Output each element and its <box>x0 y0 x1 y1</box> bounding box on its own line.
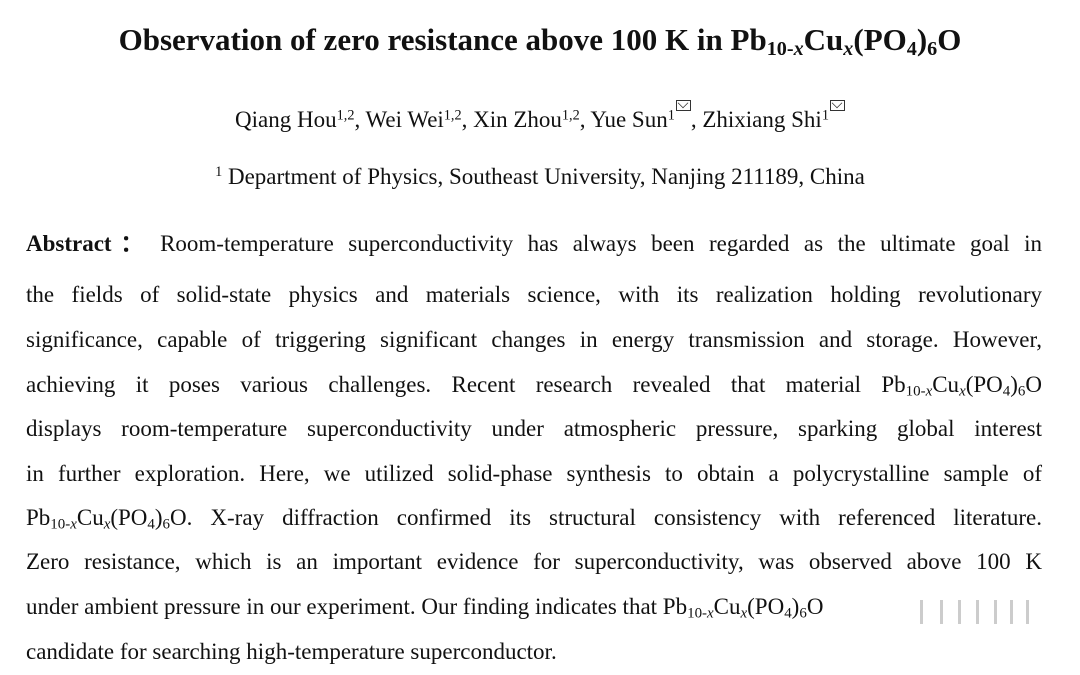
title-text: Observation of zero resistance above 100… <box>118 22 767 57</box>
formula-sub: x <box>959 383 966 400</box>
author: , Yue Sun <box>579 107 668 133</box>
abstract-text: the fields of solid-state physics and ma… <box>26 282 1042 307</box>
title-sub: 4 <box>906 38 917 61</box>
formula-text: (PO <box>110 505 148 530</box>
abstract-text: significance, capable of triggering sign… <box>26 327 1042 352</box>
affil-mark: 1,2 <box>443 107 462 124</box>
formula-sub: 6 <box>162 516 171 533</box>
abstract-text: Room-temperature superconductivity has a… <box>160 231 1042 256</box>
paper-title: Observation of zero resistance above 100… <box>0 22 1080 61</box>
title-text: Cu <box>803 22 844 57</box>
formula-sub: 4 <box>147 516 155 533</box>
author: , Xin Zhou <box>461 107 562 133</box>
affil-mark: 1 <box>215 164 223 181</box>
formula-text: O <box>806 594 824 619</box>
abstract-line: under ambient pressure in our experiment… <box>26 592 1042 622</box>
abstract-line: Zero resistance, which is an important e… <box>26 547 1042 577</box>
abstract-text: O. X-ray diffraction confirmed its struc… <box>170 505 1042 530</box>
email-icon <box>829 100 845 111</box>
abstract-line: displays room-temperature superconductiv… <box>26 414 1042 444</box>
formula-sub: 10- <box>687 605 708 622</box>
abstract-text: under ambient pressure in our experiment… <box>26 594 688 619</box>
formula-sub: 4 <box>784 605 792 622</box>
title-text: O <box>937 22 962 57</box>
abstract-label: Abstract： <box>26 231 153 256</box>
author: , Wei Wei <box>354 107 444 133</box>
formula-sub: x <box>103 516 111 533</box>
title-sub: 6 <box>927 38 938 61</box>
formula-sub: 6 <box>1017 383 1026 400</box>
abstract-line: achieving it poses various challenges. R… <box>26 370 1042 400</box>
author: , Zhixiang Shi <box>690 107 822 133</box>
formula-text: ) <box>1010 372 1018 397</box>
formula-text: (PO <box>965 372 1003 397</box>
affiliation-text: Department of Physics, Southeast Univers… <box>227 164 865 189</box>
formula-sub: x <box>707 605 714 622</box>
authors: Qiang Hou1,2, Wei Wei1,2, Xin Zhou1,2, Y… <box>0 100 1080 133</box>
title-sub: x <box>843 38 854 61</box>
abstract-line: in further exploration. Here, we utilize… <box>26 459 1042 489</box>
abstract-text: Zero resistance, which is an important e… <box>26 549 1042 574</box>
formula-sub: x <box>740 605 748 622</box>
affil-mark: 1,2 <box>336 107 355 124</box>
affil-mark: 1,2 <box>561 107 580 124</box>
affiliation: 1 Department of Physics, Southeast Unive… <box>0 164 1080 190</box>
abstract-line: the fields of solid-state physics and ma… <box>26 280 1042 310</box>
title-sub: x <box>793 38 804 61</box>
formula-sub: 10- <box>50 516 71 533</box>
abstract-line: significance, capable of triggering sign… <box>26 325 1042 355</box>
title-text: (PO <box>853 22 907 57</box>
formula-text: Cu <box>76 505 104 530</box>
formula-text: O <box>1025 372 1042 397</box>
abstract-line: candidate for searching high-temperature… <box>26 637 1042 667</box>
author: Qiang Hou <box>235 107 337 133</box>
formula-text: ) <box>791 594 800 619</box>
formula-text: Cu <box>932 372 960 397</box>
abstract-text: candidate for searching high-temperature… <box>26 639 557 664</box>
formula-text: Pb <box>26 505 51 530</box>
title-sub: 10- <box>766 38 794 61</box>
email-icon <box>675 100 691 111</box>
formula-text: ) <box>154 505 163 530</box>
affil-mark: 1 <box>667 107 675 124</box>
title-text: ) <box>916 22 928 57</box>
formula-text: (PO <box>747 594 785 619</box>
affil-mark: 1 <box>821 107 829 124</box>
abstract-line: Abstract： Room-temperature superconductiv… <box>26 229 1042 259</box>
formula-sub: 6 <box>799 605 807 622</box>
abstract-text: displays room-temperature superconductiv… <box>26 416 1042 441</box>
formula-sub: x <box>925 383 933 400</box>
watermark-overlay <box>900 594 1040 626</box>
abstract-line: Pb10-xCux(PO4)6O. X-ray diffraction conf… <box>26 503 1042 533</box>
abstract-text: achieving it poses various challenges. R… <box>26 372 906 397</box>
abstract-text: in further exploration. Here, we utilize… <box>26 461 1042 486</box>
formula-sub: x <box>70 516 77 533</box>
formula-text: Cu <box>713 594 741 619</box>
formula-sub: 10- <box>905 383 926 400</box>
formula-sub: 4 <box>1002 383 1011 400</box>
